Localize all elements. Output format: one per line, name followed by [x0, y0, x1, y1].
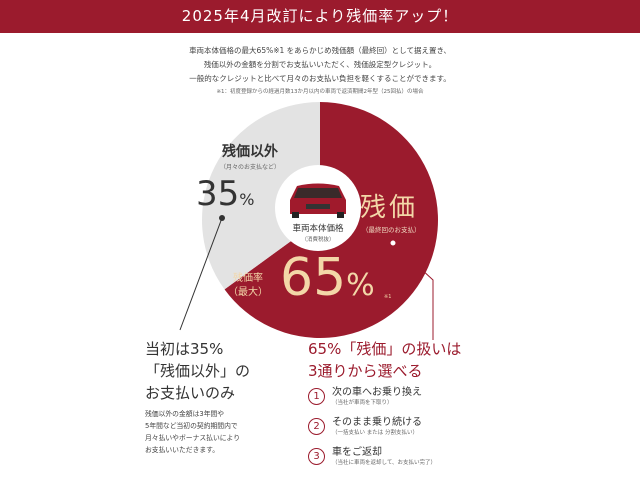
intro-line: 車両本体価格の最大65%※1 をあらかじめ残価額（最終回）として据え置き、 [189, 46, 451, 55]
page-title: 2025年4月改訂により残価率アップ！ [0, 0, 640, 33]
intro-text: 車両本体価格の最大65%※1 をあらかじめ残価額（最終回）として据え置き、 残価… [0, 44, 640, 98]
residual-rate-label: 残価率 （最大） [228, 273, 268, 298]
pie-slice-other [202, 102, 320, 290]
intro-note: ※1：初度登録からの経過月数13か月以内の車両で返済期間2年型（25回払）の場合 [216, 89, 424, 95]
leader-line-other [179, 217, 223, 331]
right-heading: 65%「残価」の扱いは 3通りから選べる [308, 340, 462, 380]
leader-line-residual [392, 242, 434, 340]
number-circle-icon: 2 [308, 418, 325, 435]
center-sub: （消費税抜） [301, 237, 335, 243]
center-label: 車両本体価格 [292, 224, 344, 234]
option-2: 2 そのまま乗り続ける （一括支払い または 分割支払い） [308, 416, 422, 438]
car-icon [290, 183, 346, 218]
other-percent: 35% [196, 174, 255, 214]
residual-label: 残価 [360, 193, 419, 223]
left-body: 残価以外の金額は3年間や 5年間など当初の契約期間内で 月々払いやボーナス払いにより… [145, 410, 241, 454]
residual-percent: 65% [280, 248, 375, 308]
leader-dot [219, 215, 225, 221]
residual-sub: （最終回のお支払） [362, 226, 421, 234]
other-label: 残価以外 [222, 144, 278, 160]
option-1: 1 次の車へお乗り換え （当社が車両を下取り） [308, 386, 422, 408]
other-sub: （月々のお支払など） [220, 164, 281, 171]
residual-note: ※1 [384, 294, 392, 300]
intro-line: 一般的なクレジットと比べて月々のお支払い負担を軽くすることができます。 [189, 74, 451, 83]
option-3: 3 車をご返却 （当社に車両を返却して、お支払い完了） [308, 446, 436, 468]
number-circle-icon: 1 [308, 388, 325, 405]
number-circle-icon: 3 [308, 448, 325, 465]
left-heading: 当初は35% 「残価以外」の お支払いのみ [145, 340, 251, 402]
leader-dot [389, 239, 397, 247]
intro-line: 残価以外の金額を分割でお支払いいただく、残価設定型クレジット。 [203, 60, 437, 69]
